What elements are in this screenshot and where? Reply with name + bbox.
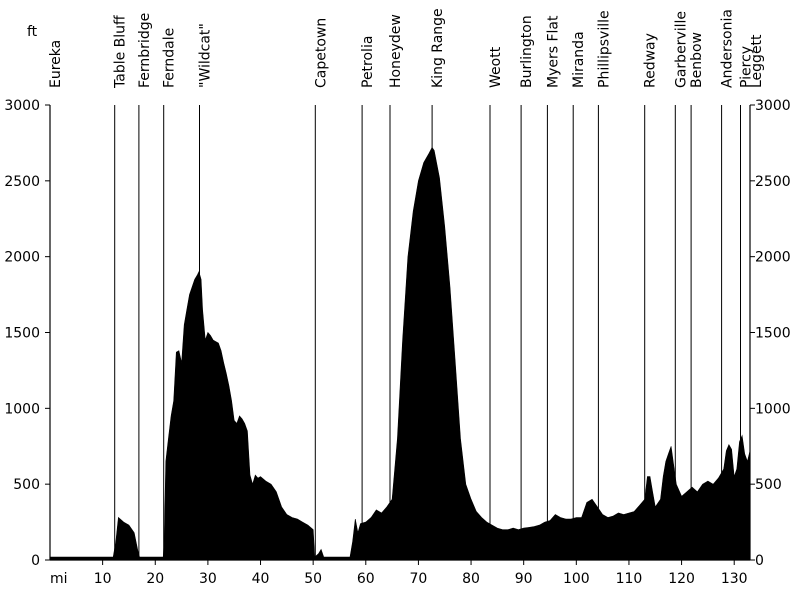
x-tick-label: 90 bbox=[515, 571, 533, 587]
y-tick-label-left: 500 bbox=[13, 477, 40, 493]
x-tick-label: 50 bbox=[304, 571, 322, 587]
y-tick-label-left: 2000 bbox=[4, 250, 40, 266]
x-tick-label: 110 bbox=[616, 571, 643, 587]
place-label: Benbow bbox=[689, 32, 705, 88]
y-tick-label-right: 3000 bbox=[755, 98, 791, 114]
elevation-area bbox=[49, 146, 751, 561]
x-tick-label: 10 bbox=[94, 571, 112, 587]
x-tick-label: 20 bbox=[146, 571, 164, 587]
x-tick-label: 100 bbox=[563, 571, 590, 587]
y-tick-label-right: 2000 bbox=[755, 250, 791, 266]
place-reference-lines bbox=[114, 105, 741, 560]
y-tick-label-left: 3000 bbox=[4, 98, 40, 114]
y-tick-label-left: 0 bbox=[31, 553, 40, 569]
place-label: "Wildcat" bbox=[198, 23, 214, 88]
place-label: Redway bbox=[643, 33, 659, 88]
place-labels: Eureka Table Bluff Fernbridge Ferndale "Wild… bbox=[48, 8, 765, 89]
y-unit-label: ft bbox=[27, 24, 38, 40]
place-label: Table Bluff bbox=[113, 15, 129, 89]
x-tick-label: 80 bbox=[462, 571, 480, 587]
x-tick-label: 30 bbox=[199, 571, 217, 587]
place-label: Capetown bbox=[313, 18, 329, 88]
place-label: Ferndale bbox=[162, 28, 178, 88]
x-unit-label: mi bbox=[50, 571, 68, 587]
place-label: Eureka bbox=[48, 40, 64, 88]
place-label: Petrolia bbox=[360, 36, 376, 88]
place-label: Honeydew bbox=[388, 14, 404, 88]
x-tick-label: 60 bbox=[357, 571, 375, 587]
place-label: Andersonia bbox=[720, 9, 736, 88]
x-tick-label: 120 bbox=[668, 571, 695, 587]
place-label: Leggett bbox=[749, 34, 765, 88]
axis-ticks: 0 0 500 500 1000 1000 1500 1500 2000 2000 2500 2500… bbox=[4, 98, 790, 587]
x-tick-label: 40 bbox=[252, 571, 270, 587]
y-tick-label-right: 0 bbox=[755, 553, 764, 569]
y-tick-label-right: 500 bbox=[755, 477, 782, 493]
y-tick-label-right: 1500 bbox=[755, 326, 791, 342]
x-tick-label: 130 bbox=[721, 571, 748, 587]
place-label: Burlington bbox=[519, 15, 535, 88]
place-label: King Range bbox=[430, 8, 446, 88]
place-label: Phillipsville bbox=[596, 10, 612, 88]
x-tick-label: 70 bbox=[410, 571, 428, 587]
place-label: Myers Flat bbox=[545, 15, 561, 88]
y-tick-label-left: 1000 bbox=[4, 401, 40, 417]
place-label: Miranda bbox=[571, 31, 587, 88]
y-tick-label-right: 1000 bbox=[755, 401, 791, 417]
place-label: Piercy bbox=[739, 46, 755, 88]
place-label: Fernbridge bbox=[137, 13, 153, 88]
place-label: Weott bbox=[488, 46, 504, 88]
y-tick-label-right: 2500 bbox=[755, 174, 791, 190]
y-tick-label-left: 1500 bbox=[4, 326, 40, 342]
place-label: Garberville bbox=[673, 11, 689, 88]
y-tick-label-left: 2500 bbox=[4, 174, 40, 190]
